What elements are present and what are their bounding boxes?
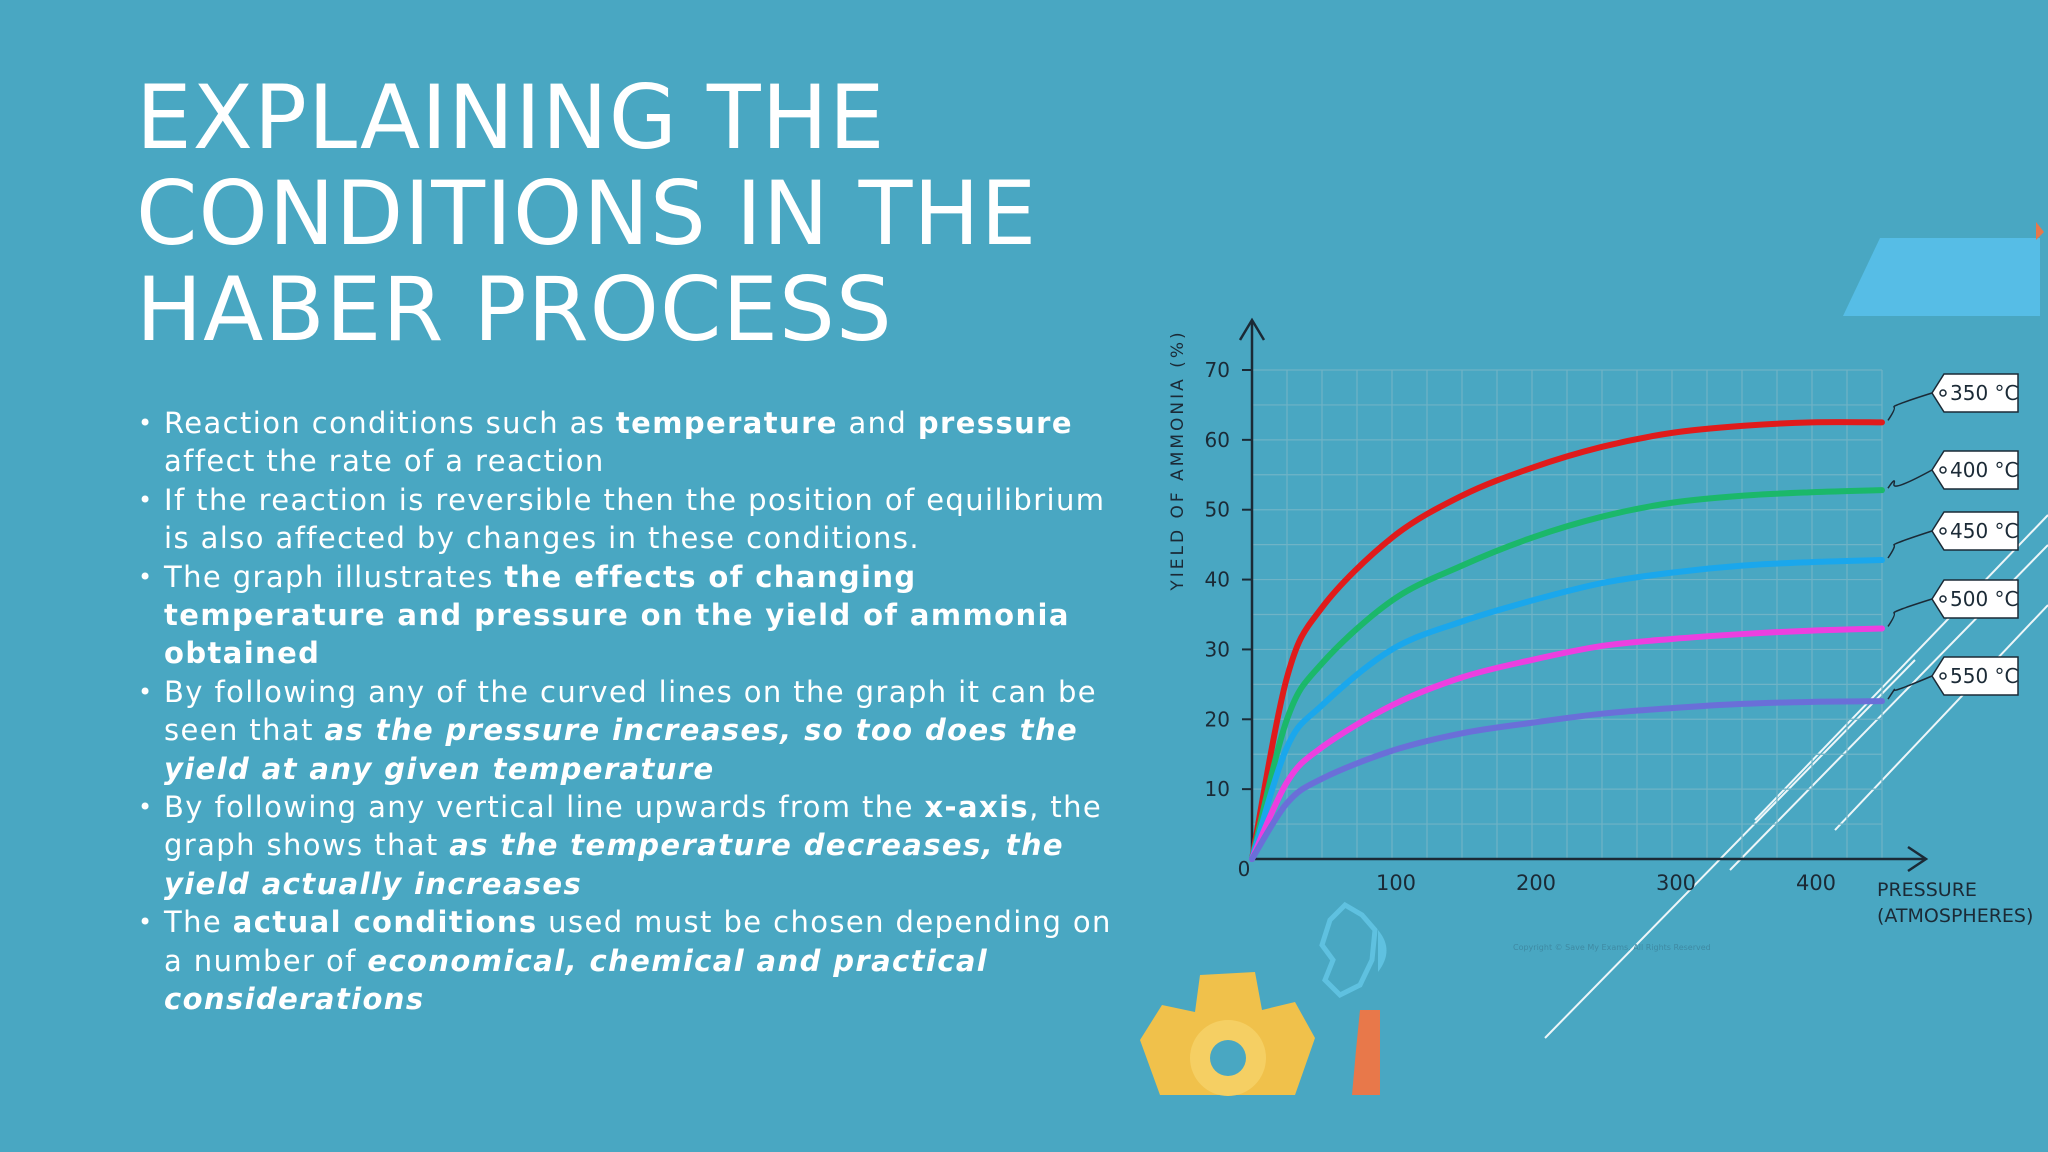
bullet-item: If the reaction is reversible then the p… bbox=[138, 481, 1118, 558]
bullet-text: economical, chemical and practical consi… bbox=[164, 943, 989, 1017]
legend-tag bbox=[1931, 450, 2019, 490]
bullet-text: By following any vertical line upwards f… bbox=[164, 790, 925, 825]
page-title: EXPLAINING THE CONDITIONS IN THE HABER P… bbox=[136, 70, 1037, 358]
y-tick-label: 40 bbox=[1205, 568, 1230, 592]
bullet-item: The actual conditions used must be chose… bbox=[138, 903, 1118, 1018]
series-line bbox=[1249, 557, 1885, 862]
x-tick-label: 100 bbox=[1376, 871, 1416, 895]
tag-string bbox=[1887, 530, 1933, 559]
bullet-text: as the pressure increases, so too does t… bbox=[164, 713, 1079, 786]
bullet-item: By following any vertical line upwards f… bbox=[138, 788, 1118, 903]
series-line bbox=[1249, 419, 1885, 862]
bullet-text: Reaction conditions such as bbox=[164, 406, 616, 440]
x-tick-label: 300 bbox=[1656, 871, 1696, 895]
tag-hole bbox=[1939, 466, 1947, 474]
tag-string bbox=[1887, 598, 1933, 627]
legend-label: 350 °C bbox=[1950, 381, 2019, 405]
tag-hole bbox=[1939, 672, 1947, 680]
x-tick-label: 400 bbox=[1796, 871, 1836, 895]
blue-parallelogram bbox=[1843, 238, 2040, 316]
bullet-text: The bbox=[164, 905, 233, 940]
bullet-item: The graph illustrates the effects of cha… bbox=[138, 558, 1118, 673]
tag-hole bbox=[1939, 527, 1947, 535]
bullet-text: By following any of the curved lines on … bbox=[164, 674, 1097, 748]
tag-hole bbox=[1939, 389, 1947, 397]
x-axis-label: PRESSURE bbox=[1877, 879, 1977, 901]
copyright-text: Copyright © Save My Exams. All Rights Re… bbox=[1513, 943, 1711, 952]
legend-label: 500 °C bbox=[1950, 587, 2019, 611]
chart-axes bbox=[1238, 317, 1929, 873]
series-line bbox=[1249, 625, 1885, 862]
y-tick-label: 30 bbox=[1205, 637, 1230, 661]
origin-label: 0 bbox=[1238, 857, 1251, 881]
bullet-text: If the reaction is reversible then the p… bbox=[164, 482, 1106, 556]
x-tick-label: 200 bbox=[1516, 871, 1556, 895]
legend-tag bbox=[1931, 579, 2019, 619]
y-tick-label: 10 bbox=[1205, 777, 1230, 801]
y-tick-label: 50 bbox=[1205, 498, 1230, 522]
bullet-text: as the temperature decreases, the yield … bbox=[164, 828, 1064, 901]
bullet-text: the effects of changing temperature and … bbox=[164, 559, 1070, 671]
legend-label: 550 °C bbox=[1950, 664, 2019, 688]
bullet-text: pressure bbox=[917, 406, 1073, 440]
bullet-item: Reaction conditions such as temperature … bbox=[138, 404, 1118, 481]
bullet-text: temperature bbox=[615, 406, 838, 440]
legend-label: 450 °C bbox=[1950, 519, 2019, 543]
bullet-text: x-axis bbox=[924, 790, 1030, 825]
orange-triangle bbox=[2036, 222, 2044, 240]
tag-string bbox=[1887, 392, 1933, 421]
chart-series bbox=[1249, 419, 1885, 862]
tag-string bbox=[1887, 675, 1933, 700]
legend-tag bbox=[1931, 373, 2019, 413]
title-line: EXPLAINING THE bbox=[136, 66, 886, 169]
orange-shape bbox=[1352, 1010, 1380, 1095]
title-line: HABER PROCESS bbox=[136, 258, 893, 361]
y-axis-arrow bbox=[1238, 317, 1266, 341]
title-line: CONDITIONS IN THE bbox=[136, 162, 1038, 265]
gear-outline-icon bbox=[1319, 901, 1387, 999]
y-axis-label: YIELD OF AMMONIA (%) bbox=[1168, 329, 1188, 591]
chart-grid bbox=[1252, 369, 1883, 859]
series-line bbox=[1249, 487, 1885, 862]
bullet-text: actual conditions bbox=[232, 905, 538, 940]
chart-ticks: 10 20 30 40 50 60 70 100 200 300 400 0 bbox=[1205, 358, 1837, 895]
bullet-text: used must be chosen depending on a numbe… bbox=[164, 905, 1112, 978]
x-axis-arrow bbox=[1907, 845, 1929, 873]
y-tick-label: 20 bbox=[1205, 707, 1230, 731]
legend-tag bbox=[1931, 656, 2019, 696]
bullet-text: The graph illustrates bbox=[164, 559, 505, 594]
bullet-list: Reaction conditions such as temperature … bbox=[138, 404, 1118, 1019]
gear-icon bbox=[1140, 972, 1315, 1096]
y-tick-label: 70 bbox=[1205, 358, 1230, 382]
chart-legend-tags: 350 °C 400 °C 450 °C 500 °C 550 °C bbox=[1887, 373, 2019, 700]
legend-label: 400 °C bbox=[1950, 458, 2019, 482]
tag-hole bbox=[1939, 595, 1947, 603]
series-line bbox=[1249, 698, 1885, 862]
bullet-text: , the graph shows that bbox=[164, 790, 1103, 863]
x-axis-label-units: (ATMOSPHERES) bbox=[1877, 905, 2033, 927]
bullet-text: and bbox=[837, 406, 918, 440]
legend-tag bbox=[1931, 511, 2019, 551]
y-tick-label: 60 bbox=[1205, 428, 1230, 452]
bullet-item: By following any of the curved lines on … bbox=[138, 673, 1118, 788]
bullet-text: affect the rate of a reaction bbox=[164, 444, 605, 479]
tag-string bbox=[1887, 469, 1933, 489]
